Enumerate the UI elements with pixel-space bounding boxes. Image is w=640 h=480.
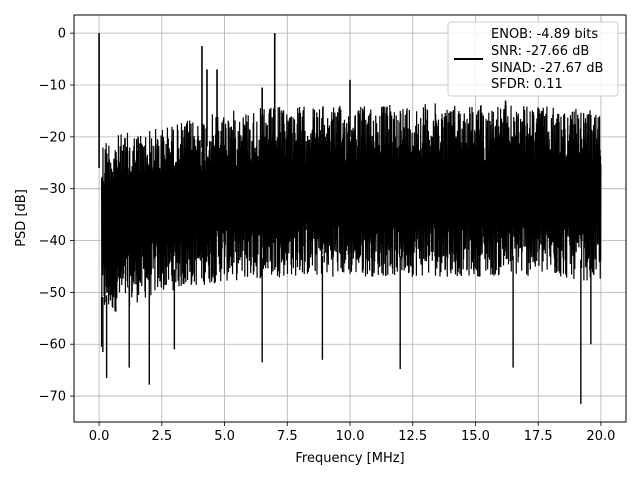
x-tick-label: 12.5 bbox=[398, 429, 427, 444]
legend: ENOB: -4.89 bits SNR: -27.66 dB SINAD: -… bbox=[447, 21, 619, 97]
y-tick-label: −70 bbox=[39, 390, 66, 405]
x-tick-label: 5.0 bbox=[214, 429, 235, 444]
x-tick-label: 2.5 bbox=[151, 429, 172, 444]
psd-noise-floor bbox=[101, 103, 602, 312]
x-tick-label: 17.5 bbox=[524, 429, 553, 444]
x-tick-label: 15.0 bbox=[461, 429, 490, 444]
x-axis-ticks: 0.0 2.5 5.0 7.5 10.0 12.5 15.0 17.5 20.0 bbox=[89, 422, 615, 444]
legend-entry-enob: ENOB: -4.89 bits bbox=[491, 27, 598, 42]
x-tick-label: 0.0 bbox=[89, 429, 110, 444]
y-tick-label: −10 bbox=[39, 78, 66, 93]
legend-entry-snr: SNR: -27.66 dB bbox=[491, 44, 589, 59]
legend-box bbox=[447, 21, 619, 97]
legend-entry-sinad: SINAD: -27.67 dB bbox=[491, 61, 603, 76]
y-tick-label: 0 bbox=[58, 27, 66, 42]
x-tick-label: 10.0 bbox=[336, 429, 365, 444]
x-tick-label: 20.0 bbox=[586, 429, 615, 444]
y-axis-ticks: 0 −10 −20 −30 −40 −50 −60 −70 bbox=[39, 27, 74, 405]
y-tick-label: −60 bbox=[39, 338, 66, 353]
x-tick-label: 7.5 bbox=[277, 429, 298, 444]
x-axis-label: Frequency [MHz] bbox=[295, 451, 404, 466]
y-tick-label: −40 bbox=[39, 234, 66, 249]
y-tick-label: −20 bbox=[39, 130, 66, 145]
y-axis-label: PSD [dB] bbox=[14, 189, 29, 247]
y-tick-label: −30 bbox=[39, 182, 66, 197]
y-tick-label: −50 bbox=[39, 286, 66, 301]
legend-entry-sfdr: SFDR: 0.11 bbox=[491, 77, 563, 92]
psd-trace bbox=[98, 33, 602, 404]
